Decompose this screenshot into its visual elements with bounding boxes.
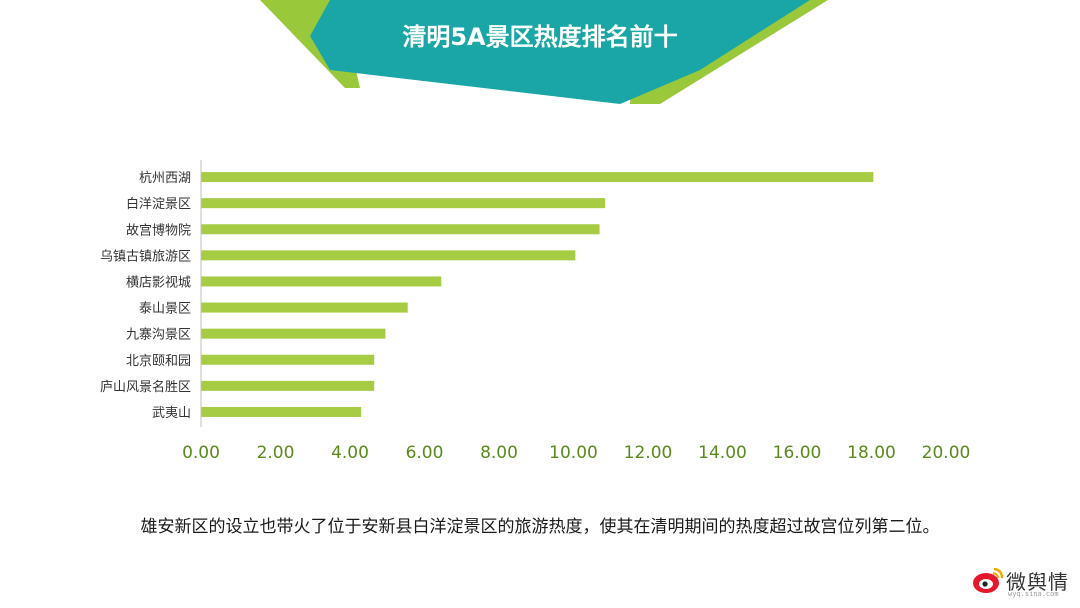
bar-0 — [201, 172, 874, 183]
category-label-7: 北京颐和园 — [126, 354, 191, 369]
bar-7 — [201, 354, 375, 365]
weibo-logo: 微舆情 wyq.sina.com — [972, 564, 1072, 600]
bar-2 — [201, 224, 600, 235]
category-label-5: 泰山景区 — [139, 302, 191, 317]
x-tick-label-9: 18.00 — [847, 443, 896, 463]
x-tick-label-2: 4.00 — [331, 443, 369, 463]
category-label-9: 武夷山 — [152, 405, 191, 421]
x-tick-label-6: 12.00 — [624, 443, 673, 463]
x-tick-label-1: 2.00 — [257, 443, 295, 463]
category-label-1: 白洋淀景区 — [126, 196, 191, 212]
bar-4 — [201, 276, 442, 287]
x-tick-label-0: 0.00 — [182, 443, 220, 463]
category-label-6: 九寨沟景区 — [126, 327, 191, 343]
caption-text: 雄安新区的设立也带火了位于安新县白洋淀景区的旅游热度，使其在清明期间的热度超过故… — [140, 517, 940, 537]
title-banner: 清明5A景区热度排名前十 — [260, 0, 828, 104]
logo-subtext: wyq.sina.com — [1008, 590, 1059, 598]
bar-3 — [201, 250, 576, 261]
category-label-0: 杭州西湖 — [139, 171, 191, 186]
bar-9 — [201, 406, 362, 417]
banner-teal-shape — [310, 0, 810, 104]
bar-1 — [201, 198, 606, 209]
bar-8 — [201, 380, 375, 391]
x-tick-label-10: 20.00 — [922, 443, 971, 463]
category-label-4: 横店影视城 — [126, 275, 191, 290]
x-tick-label-4: 8.00 — [480, 443, 518, 463]
bar-5 — [201, 302, 408, 313]
bar-chart: 杭州西湖白洋淀景区故宫博物院乌镇古镇旅游区横店影视城泰山景区九寨沟景区北京颐和园… — [100, 160, 971, 463]
category-label-3: 乌镇古镇旅游区 — [100, 248, 191, 264]
category-label-8: 庐山风景名胜区 — [100, 379, 191, 395]
banner-title: 清明5A景区热度排名前十 — [402, 23, 677, 51]
bar-6 — [201, 328, 386, 339]
x-tick-label-8: 16.00 — [773, 443, 822, 463]
x-tick-label-7: 14.00 — [698, 443, 747, 463]
x-tick-label-5: 10.00 — [549, 443, 598, 463]
category-label-2: 故宫博物院 — [126, 223, 191, 238]
logo-text: 微舆情 — [1006, 570, 1069, 594]
x-tick-label-3: 6.00 — [406, 443, 444, 463]
weibo-eye-icon — [973, 567, 1004, 593]
